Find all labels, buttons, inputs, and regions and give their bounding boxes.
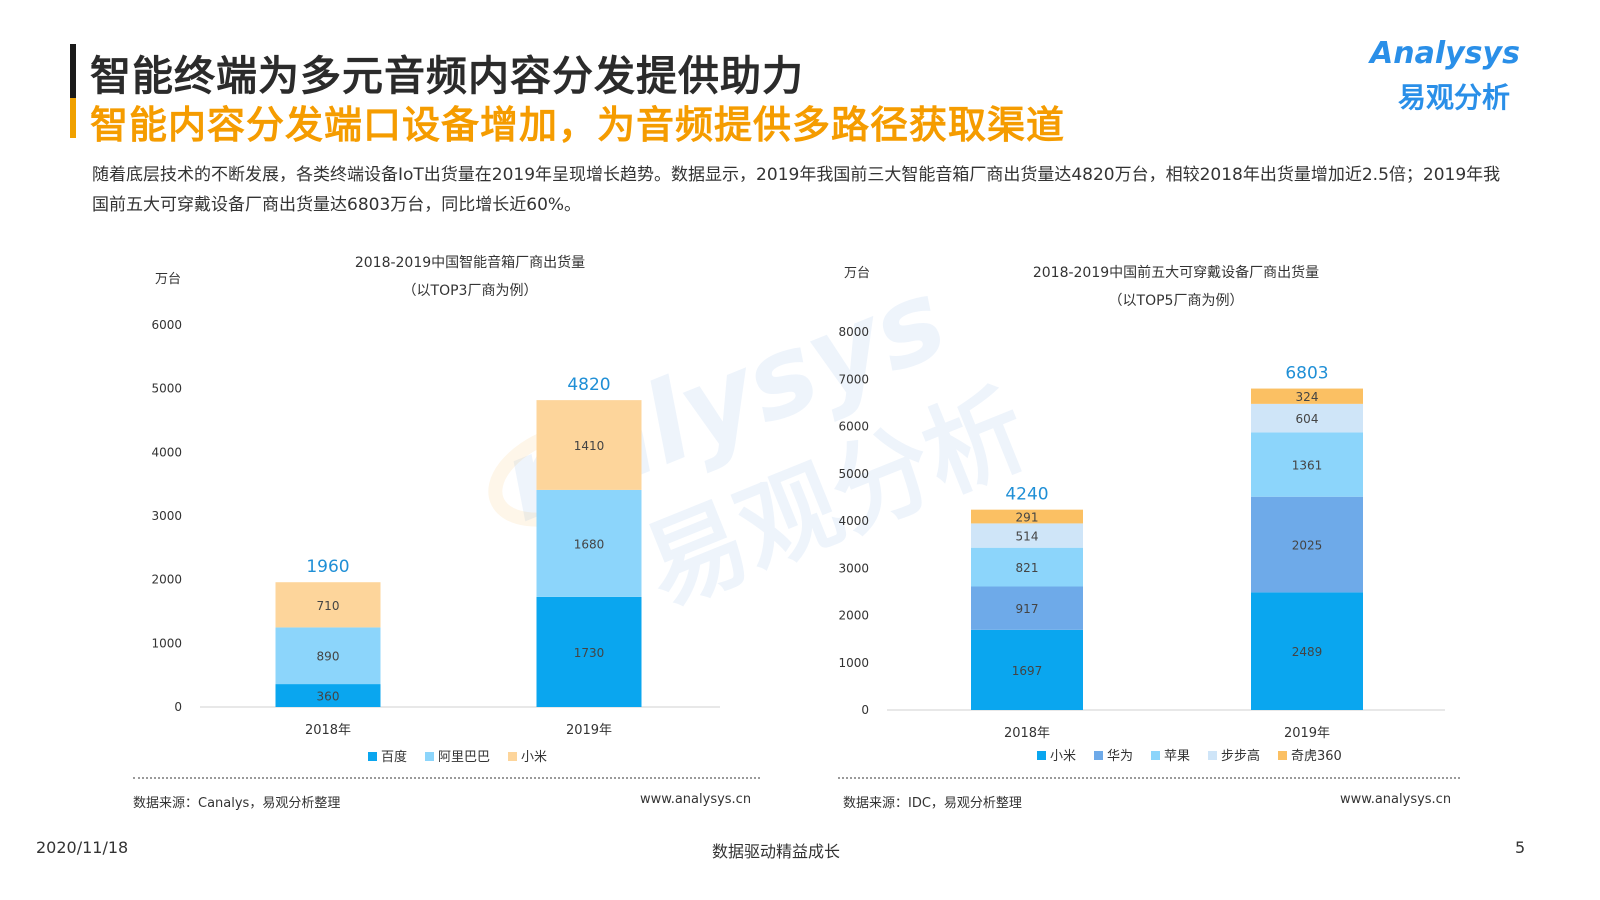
page-title: 智能终端为多元音频内容分发提供助力 xyxy=(90,52,804,100)
right-source: 数据来源：IDC，易观分析整理 xyxy=(843,796,1022,811)
y-tick-label: 0 xyxy=(174,700,182,714)
x-tick-label: 2019年 xyxy=(1284,726,1330,741)
x-tick-label: 2019年 xyxy=(566,723,612,738)
bar-segment xyxy=(971,586,1083,630)
chart-title: 2018-2019中国智能音箱厂商出货量 xyxy=(355,254,585,271)
legend-swatch xyxy=(1094,751,1103,760)
bar-segment xyxy=(536,400,642,490)
bar-data-label: 710 xyxy=(317,599,340,613)
left-source-divider xyxy=(133,777,760,779)
bar-segment xyxy=(1251,388,1363,404)
bar-data-label: 2489 xyxy=(1292,645,1323,659)
y-tick-label: 8000 xyxy=(838,325,869,339)
bar-data-label: 514 xyxy=(1016,530,1039,544)
bar-total-label: 1960 xyxy=(306,557,349,577)
bar-segment xyxy=(275,684,381,707)
legend-label: 华为 xyxy=(1107,749,1133,764)
chart-title: 2018-2019中国前五大可穿戴设备厂商出货量 xyxy=(1033,264,1319,281)
left-website: www.analysys.cn xyxy=(640,792,752,807)
y-tick-label: 6000 xyxy=(838,420,869,434)
bar-data-label: 821 xyxy=(1016,561,1039,575)
logo-chinese: 易观分析 xyxy=(1398,81,1511,114)
footer-page-number: 5 xyxy=(1515,838,1526,857)
bar-segment xyxy=(971,509,1083,524)
y-tick-label: 4000 xyxy=(838,514,869,528)
legend-swatch xyxy=(425,752,434,761)
y-tick-label: 5000 xyxy=(838,467,869,481)
bar-segment xyxy=(1251,432,1363,497)
page-subtitle: 智能内容分发端口设备增加，为音频提供多路径获取渠道 xyxy=(90,103,1066,147)
chart-subtitle: （以TOP5厂商为例） xyxy=(1109,293,1244,309)
legend-swatch xyxy=(1151,751,1160,760)
smart-speaker-chart: 2018-2019中国智能音箱厂商出货量 （以TOP3厂商为例） 万台 0 1000 20… xyxy=(120,245,780,775)
legend-swatch xyxy=(1037,751,1046,760)
left-source: 数据来源：Canalys，易观分析整理 xyxy=(133,796,341,811)
bar-data-label: 2025 xyxy=(1292,539,1323,553)
y-tick-label: 0 xyxy=(861,703,869,717)
y-tick-label: 1000 xyxy=(151,636,182,650)
y-axis-unit: 万台 xyxy=(844,266,870,281)
bar-total-label: 4240 xyxy=(1005,485,1048,505)
bar-segment xyxy=(1251,496,1363,593)
title-accent-bar xyxy=(70,44,76,98)
legend-label: 阿里巴巴 xyxy=(438,750,490,765)
y-tick-label: 6000 xyxy=(151,318,182,332)
y-tick-label: 7000 xyxy=(838,372,869,386)
legend-label: 小米 xyxy=(1050,749,1076,764)
bar-data-label: 291 xyxy=(1016,511,1039,525)
y-axis-unit: 万台 xyxy=(155,272,181,287)
legend-swatch xyxy=(1278,751,1287,760)
bar-data-label: 917 xyxy=(1016,602,1039,616)
bar-total-label: 6803 xyxy=(1285,364,1328,384)
chart-subtitle: （以TOP3厂商为例） xyxy=(403,283,538,299)
bar-data-label: 890 xyxy=(317,650,340,664)
bar-data-label: 324 xyxy=(1296,390,1319,404)
y-tick-label: 2000 xyxy=(151,573,182,587)
analysys-logo: Analysys 易观分析 xyxy=(1370,36,1560,116)
bar-data-label: 1730 xyxy=(574,646,605,660)
logo-english: Analysys xyxy=(1370,36,1520,71)
legend-label: 百度 xyxy=(381,749,407,765)
subtitle-accent-bar xyxy=(70,98,76,138)
bar-total-label: 4820 xyxy=(567,375,610,395)
right-website: www.analysys.cn xyxy=(1340,792,1452,807)
legend-swatch xyxy=(1208,751,1217,760)
wearable-chart: 2018-2019中国前五大可穿戴设备厂商出货量 （以TOP5厂商为例） 万台 0 10… xyxy=(825,255,1485,775)
y-tick-label: 3000 xyxy=(838,561,869,575)
legend-label: 苹果 xyxy=(1164,749,1190,764)
bar-segment xyxy=(971,547,1083,587)
y-tick-label: 2000 xyxy=(838,609,869,623)
legend-label: 小米 xyxy=(521,750,547,765)
bar-segment xyxy=(1251,403,1363,433)
legend-label: 奇虎360 xyxy=(1291,748,1342,764)
y-tick-label: 1000 xyxy=(838,656,869,670)
bar-segment xyxy=(1251,592,1363,710)
bar-segment xyxy=(536,596,642,707)
bar-segment xyxy=(971,523,1083,548)
description-paragraph: 随着底层技术的不断发展，各类终端设备IoT出货量在2019年呈现增长趋势。数据显… xyxy=(92,165,1501,215)
bar-data-label: 1361 xyxy=(1292,459,1323,473)
bar-segment xyxy=(536,489,642,597)
bar-data-label: 360 xyxy=(317,690,340,704)
right-source-divider xyxy=(838,777,1460,779)
legend-label: 步步高 xyxy=(1221,748,1260,764)
y-tick-label: 4000 xyxy=(151,445,182,459)
smart-speaker-chart-svg: 2018-2019中国智能音箱厂商出货量 （以TOP3厂商为例） 万台 0 1000 20… xyxy=(151,254,720,765)
y-tick-label: 5000 xyxy=(151,382,182,396)
bar-data-label: 1680 xyxy=(574,537,605,551)
footer-date: 2020/11/18 xyxy=(36,838,129,857)
wearable-chart-svg: 2018-2019中国前五大可穿戴设备厂商出货量 （以TOP5厂商为例） 万台 0 10… xyxy=(838,264,1445,764)
bar-segment xyxy=(275,627,381,685)
legend-swatch xyxy=(508,752,517,761)
bar-segment xyxy=(275,582,381,628)
bar-data-label: 604 xyxy=(1296,412,1319,426)
legend-swatch xyxy=(368,752,377,761)
footer-slogan: 数据驱动精益成长 xyxy=(712,842,841,861)
y-tick-label: 3000 xyxy=(151,509,182,523)
x-tick-label: 2018年 xyxy=(1004,726,1050,741)
bar-data-label: 1410 xyxy=(574,439,605,453)
bar-segment xyxy=(971,629,1083,710)
x-tick-label: 2018年 xyxy=(305,723,351,738)
bar-data-label: 1697 xyxy=(1012,664,1043,678)
